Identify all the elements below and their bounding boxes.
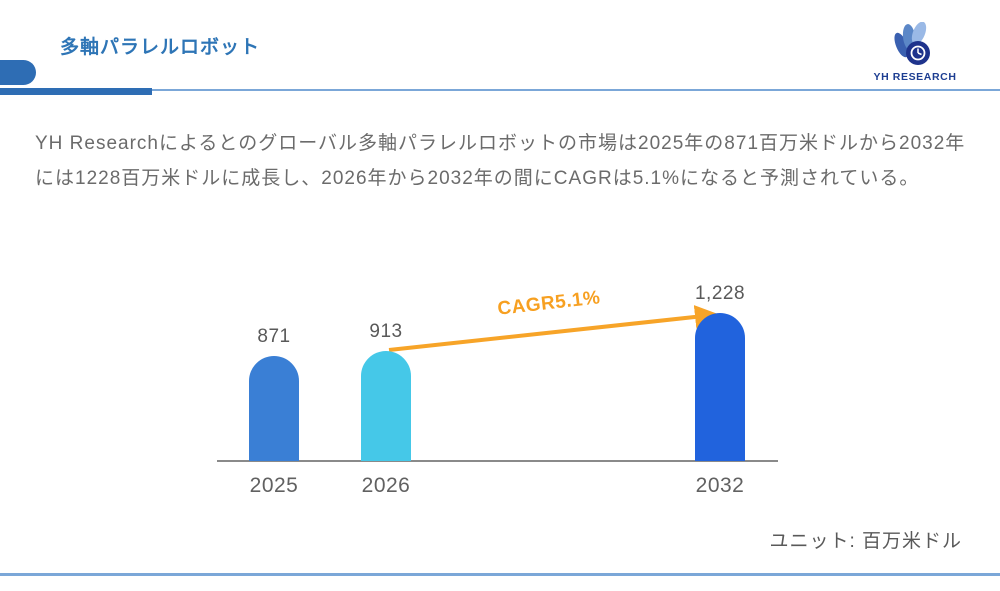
x-axis-tick-label: 2026 — [361, 474, 411, 497]
x-axis-line — [217, 460, 778, 462]
x-axis-tick-label: 2032 — [695, 474, 745, 497]
x-axis-tick-label: 2025 — [249, 474, 299, 497]
chart-bar-2026 — [361, 351, 411, 461]
chart-bar-2025 — [249, 356, 299, 461]
header-rule-line — [152, 89, 1000, 91]
unit-label: ユニット: 百万米ドル — [769, 531, 962, 552]
page-title: 多軸パラレルロボット — [60, 37, 261, 58]
header-accent-pill — [0, 60, 36, 85]
footer-rule-line — [0, 573, 1000, 576]
summary-line-1: YH Researchによるとのグローバル多軸パラレルロボットの市場は2025年… — [35, 133, 966, 154]
brand-logo: YH RESEARCH — [870, 22, 960, 83]
summary-paragraph: YH Researchによるとのグローバル多軸パラレルロボットの市場は2025年… — [35, 126, 965, 196]
header-accent-bar — [0, 88, 152, 95]
yh-research-logo-icon — [894, 22, 930, 65]
yh-research-logo-text: YH RESEARCH — [873, 71, 957, 83]
bar-value-label: 913 — [369, 321, 403, 342]
bar-value-label: 1,228 — [694, 283, 746, 304]
chart-bar-2032 — [695, 313, 745, 461]
cagr-annotation: CAGR5.1% — [496, 287, 602, 320]
summary-line-2: には1228百万米ドルに成長し、2026年から2032年の間にCAGRは5.1%… — [35, 168, 920, 189]
bar-value-label: 871 — [257, 326, 291, 347]
